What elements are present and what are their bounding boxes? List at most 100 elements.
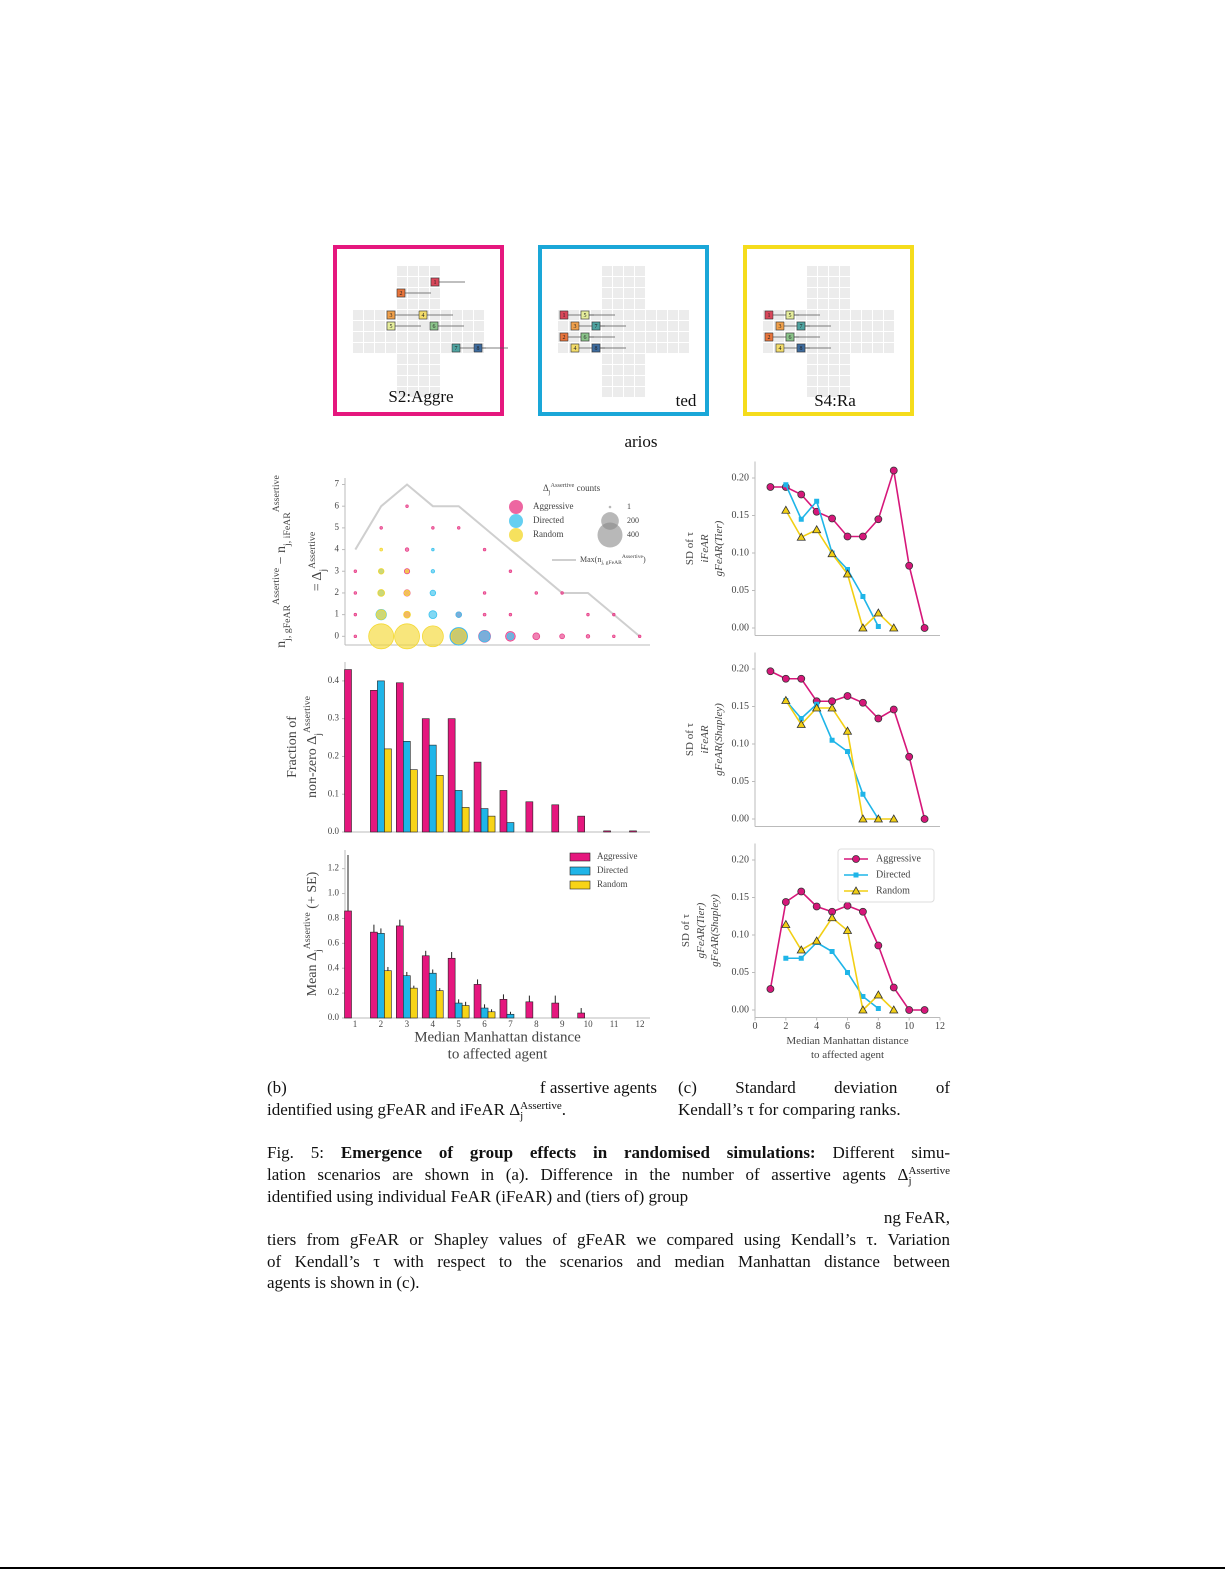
bar bbox=[396, 682, 404, 833]
bar bbox=[421, 955, 430, 1019]
grid-cell bbox=[558, 343, 568, 353]
x-tick-label: 4 bbox=[430, 1019, 435, 1029]
grid-cell bbox=[829, 277, 839, 287]
y-axis-label-part: non-zero Δ bbox=[305, 736, 320, 798]
bar bbox=[428, 972, 437, 1019]
grid-cell bbox=[419, 365, 429, 375]
point bbox=[829, 737, 835, 743]
bubble bbox=[429, 589, 437, 597]
point bbox=[920, 624, 929, 632]
grid-cell bbox=[419, 354, 429, 364]
bubble bbox=[478, 630, 491, 643]
grid-cell bbox=[635, 321, 645, 331]
legend-label: Directed bbox=[533, 515, 564, 525]
text-run: Kendall’s τ for comparing ranks. bbox=[678, 1100, 901, 1119]
text-run: of Kendall’s τ with respect to the scena… bbox=[267, 1252, 950, 1271]
grid-cell bbox=[635, 288, 645, 298]
point bbox=[889, 466, 898, 475]
bubble bbox=[585, 634, 591, 639]
point bbox=[811, 703, 822, 712]
legend-swatch bbox=[569, 852, 591, 862]
point bbox=[797, 887, 806, 896]
grid-cell bbox=[818, 310, 828, 320]
grid-cell bbox=[862, 343, 872, 353]
grid-cell bbox=[430, 343, 440, 353]
grid-cell bbox=[635, 299, 645, 309]
point bbox=[781, 505, 791, 514]
grid-cell bbox=[452, 310, 462, 320]
agent-box bbox=[796, 321, 806, 331]
bar bbox=[447, 718, 456, 833]
agent-box bbox=[580, 332, 590, 342]
grid-cell bbox=[829, 387, 839, 397]
superscript: Assertive bbox=[520, 1100, 562, 1112]
bar bbox=[377, 680, 385, 833]
x-tick-label: 10 bbox=[904, 1021, 914, 1032]
grid-cell bbox=[430, 376, 440, 386]
grid-cell bbox=[463, 332, 473, 342]
y-tick-label: 0.00 bbox=[732, 1004, 750, 1015]
grid-cell bbox=[646, 343, 656, 353]
grid-cell bbox=[364, 343, 374, 353]
agent-label: 8 bbox=[477, 346, 480, 352]
figure-caption-line: lation scenarios are shown in (a). Diffe… bbox=[267, 1164, 950, 1187]
agent-box bbox=[386, 310, 396, 320]
y-axis-label-part: SD of τ bbox=[684, 531, 696, 565]
text-run: Standard deviation of bbox=[735, 1078, 950, 1097]
grid-cell bbox=[624, 266, 634, 276]
point bbox=[920, 1006, 929, 1014]
x-tick-label: 8 bbox=[534, 1019, 539, 1029]
grid-cell bbox=[679, 321, 689, 331]
grid-cell bbox=[624, 387, 634, 397]
size-legend-label: 200 bbox=[627, 516, 639, 525]
legend-label: Max(nj, gFeARAssertive) bbox=[580, 554, 646, 566]
y-tick-label: 0.05 bbox=[732, 967, 750, 978]
grid-cell bbox=[818, 354, 828, 364]
grid-cell bbox=[829, 332, 839, 342]
x-axis-label: Median Manhattan distance bbox=[414, 1029, 581, 1045]
legend-swatch bbox=[509, 528, 523, 542]
x-tick-label: 3 bbox=[405, 1019, 410, 1029]
bar bbox=[435, 775, 444, 833]
bar bbox=[480, 808, 489, 833]
legend-label: Random bbox=[597, 879, 628, 889]
grid-cell bbox=[624, 288, 634, 298]
bar bbox=[384, 748, 392, 833]
subcaption-line: identified using gFeAR and iFeAR Δ Assert… bbox=[267, 1099, 667, 1122]
bubble bbox=[377, 568, 385, 575]
series-line bbox=[770, 470, 926, 629]
y-tick-label: 0.2 bbox=[328, 987, 339, 997]
agent-label: 5 bbox=[390, 324, 393, 330]
grid-cell bbox=[840, 277, 850, 287]
point bbox=[796, 532, 806, 541]
x-tick-label: 0 bbox=[753, 1021, 758, 1032]
bar bbox=[551, 804, 560, 833]
grid-cell bbox=[397, 332, 407, 342]
grid-cell bbox=[430, 332, 440, 342]
grid-cell bbox=[397, 376, 407, 386]
bubble bbox=[612, 612, 616, 617]
agent-label: 1 bbox=[434, 280, 437, 286]
grid-cell bbox=[613, 332, 623, 342]
agent-box bbox=[775, 343, 785, 353]
x-tick-label: 12 bbox=[636, 1019, 645, 1029]
x-axis-label: to affected agent bbox=[448, 1046, 549, 1062]
grid-cell bbox=[635, 332, 645, 342]
agent-box bbox=[785, 332, 795, 342]
agent-label: 7 bbox=[595, 324, 598, 330]
y-tick-label: 0.3 bbox=[328, 713, 340, 723]
grid-cell bbox=[419, 299, 429, 309]
y-axis-label-part: gFeAR(Tier) bbox=[713, 520, 725, 576]
x-tick-label: 12 bbox=[935, 1021, 945, 1032]
size-legend-marker bbox=[597, 522, 623, 548]
legend-title-sup: Assertive bbox=[551, 482, 575, 489]
figure-caption-line: Fig. 5: Emergence of group effects in ra… bbox=[267, 1142, 950, 1164]
size-legend-label: 1 bbox=[627, 502, 631, 511]
grid-cell bbox=[386, 343, 396, 353]
agent-label: 2 bbox=[768, 335, 771, 341]
bar bbox=[525, 801, 534, 833]
text-run: agents is shown in (c). bbox=[267, 1273, 420, 1292]
point bbox=[905, 1006, 914, 1014]
